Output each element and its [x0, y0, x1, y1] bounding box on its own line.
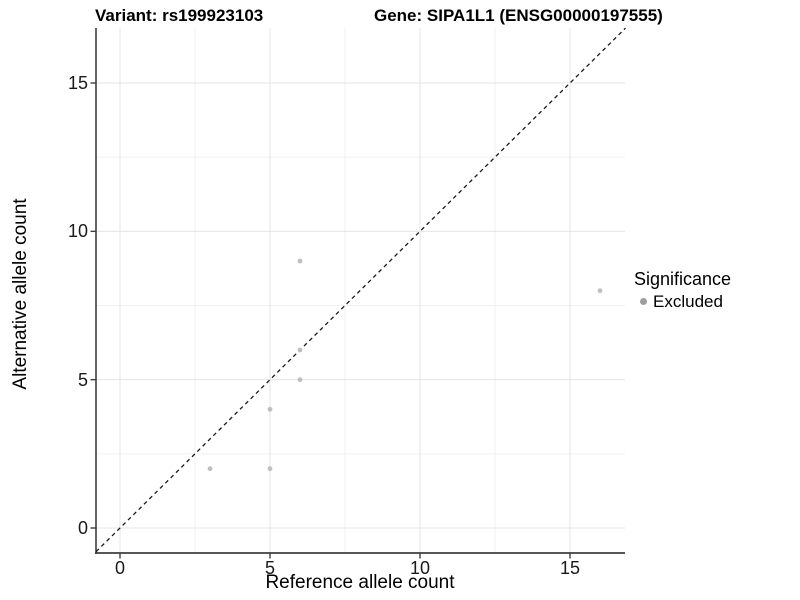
y-tick-label: 10	[67, 221, 88, 242]
y-tick-label: 5	[77, 369, 88, 390]
x-tick-label: 10	[409, 558, 431, 578]
legend: Significance Excluded	[634, 269, 731, 311]
legend-title: Significance	[634, 269, 732, 289]
data-point	[297, 377, 303, 383]
legend-item-excluded: Excluded	[634, 292, 731, 311]
x-axis-title: Reference allele count	[265, 572, 455, 593]
x-tick-label: 5	[264, 558, 276, 578]
excluded-point-icon	[640, 298, 647, 305]
identity-reference-line	[95, 27, 626, 553]
gene-title: Gene: SIPA1L1 (ENSG00000197555)	[374, 6, 663, 25]
data-point	[297, 258, 303, 264]
data-point	[267, 406, 273, 412]
x-tick-label: 0	[114, 558, 126, 578]
variant-title: Variant: rs199923103	[95, 6, 264, 25]
x-tick-label: 15	[559, 558, 581, 578]
data-point	[267, 466, 273, 472]
y-axis-title: Alternative allele count	[10, 198, 31, 390]
data-point	[597, 288, 603, 294]
y-tick-label: 0	[77, 518, 88, 538]
data-point	[207, 466, 213, 472]
legend-item-label: Excluded	[653, 292, 723, 311]
y-tick-label: 15	[67, 72, 88, 93]
data-point	[297, 347, 303, 353]
